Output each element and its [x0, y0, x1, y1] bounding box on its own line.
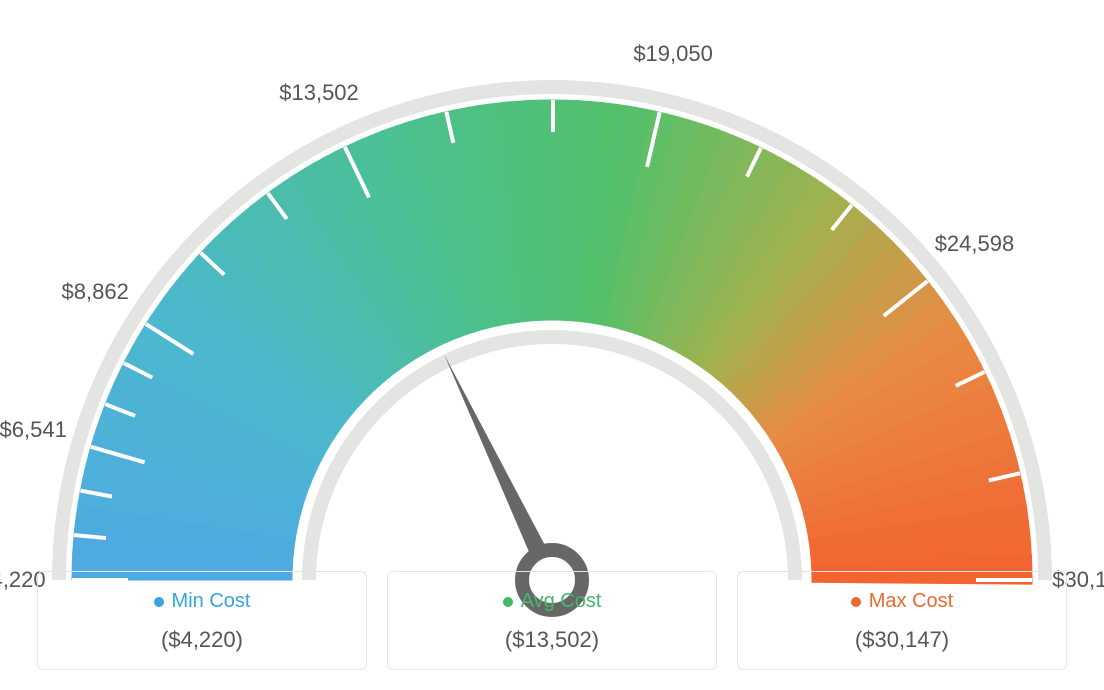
- legend-dot-avg: [503, 597, 513, 607]
- gauge-chart: [0, 40, 1104, 620]
- legend-label-min: Min Cost: [172, 590, 251, 613]
- gauge-tick-label: $13,502: [279, 80, 359, 106]
- legend-title-avg: Avg Cost: [503, 590, 602, 613]
- legend-value-avg: ($13,502): [398, 627, 706, 653]
- gauge-tick-label: $19,050: [633, 41, 713, 67]
- legend-title-min: Min Cost: [154, 590, 251, 613]
- legend-value-min: ($4,220): [48, 627, 356, 653]
- legend-box-min: Min Cost ($4,220): [37, 571, 367, 670]
- gauge-tick-label: $24,598: [935, 231, 1015, 257]
- legend-label-max: Max Cost: [869, 590, 953, 613]
- legend-label-avg: Avg Cost: [521, 590, 602, 613]
- legend-dot-min: [154, 597, 164, 607]
- legend-value-max: ($30,147): [748, 627, 1056, 653]
- legend-row: Min Cost ($4,220) Avg Cost ($13,502) Max…: [0, 571, 1104, 670]
- legend-box-max: Max Cost ($30,147): [737, 571, 1067, 670]
- legend-title-max: Max Cost: [851, 590, 953, 613]
- gauge-tick-label: $6,541: [0, 417, 67, 443]
- gauge-container: $4,220$6,541$8,862$13,502$19,050$24,598$…: [0, 0, 1104, 560]
- gauge-tick-label: $8,862: [62, 279, 129, 305]
- legend-box-avg: Avg Cost ($13,502): [387, 571, 717, 670]
- legend-dot-max: [851, 597, 861, 607]
